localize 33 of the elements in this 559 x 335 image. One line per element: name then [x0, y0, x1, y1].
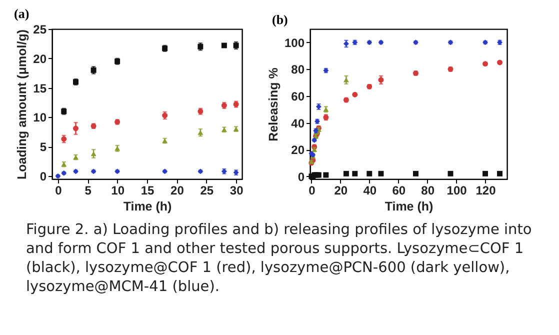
- y-axis-title: Loading amount (μmol/g): [15, 30, 30, 180]
- y-tick-label: 80: [291, 62, 305, 77]
- y-tick-label: 20: [33, 52, 47, 66]
- y-tick-label: 10: [33, 110, 47, 125]
- x-tick-label: 5: [84, 184, 92, 198]
- x-tick-label: 40: [363, 184, 377, 198]
- chart-title: (a): [14, 6, 30, 21]
- x-tick-label: 30: [230, 184, 244, 198]
- x-tick-label: 120: [476, 184, 496, 198]
- x-axis-title: Time (h): [123, 200, 172, 214]
- x-tick-label: 10: [111, 184, 125, 198]
- x-tick-label: 15: [140, 184, 154, 198]
- y-tick-label: 20: [291, 143, 305, 158]
- x-tick-label: 60: [392, 184, 406, 198]
- y-tick-label: 60: [291, 89, 305, 104]
- x-tick-label: 20: [170, 184, 184, 198]
- x-tick-label: 80: [421, 184, 435, 198]
- y-tick-label: 15: [33, 81, 47, 96]
- y-tick-label: 100: [284, 36, 305, 50]
- y-tick-label: 0: [298, 170, 305, 184]
- chart-title: (b): [272, 12, 288, 27]
- y-axis-title: Releasing %: [266, 68, 280, 142]
- y-tick-label: 40: [291, 116, 305, 130]
- x-axis-title: Time (h): [384, 200, 434, 214]
- y-tick-label: 25: [33, 22, 47, 36]
- x-tick-label: 100: [446, 184, 468, 198]
- x-tick-label: 25: [200, 184, 214, 198]
- x-tick-label: 0: [308, 184, 316, 198]
- x-tick-label: 0: [55, 184, 62, 198]
- caption: Figure 2. a) Loading profiles and b) releasing profiles of lysozyme into and form COF 1 and other tested porous supports. Lysozyme⊂COF 1 (black), lysozyme@COF 1 (red), lysozyme@PCN-600 (dark yellow), lysozyme@MCM-41 (blue).: [26, 221, 533, 297]
- x-tick-label: 20: [334, 184, 348, 198]
- y-tick-label: 0: [40, 170, 47, 184]
- y-tick-label: 5: [40, 140, 47, 154]
